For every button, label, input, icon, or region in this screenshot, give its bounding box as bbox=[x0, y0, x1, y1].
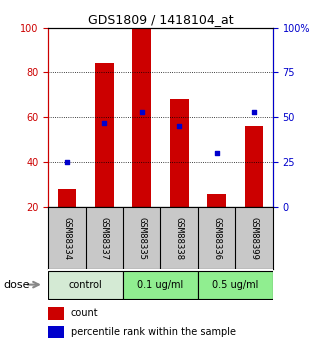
Text: count: count bbox=[71, 308, 98, 318]
Bar bbox=[132, 28, 151, 207]
Bar bbox=[48, 307, 64, 319]
Bar bbox=[48, 326, 64, 338]
Point bbox=[252, 109, 257, 115]
Bar bbox=[48, 270, 123, 298]
Bar bbox=[57, 189, 76, 207]
Text: GSM88335: GSM88335 bbox=[137, 217, 146, 259]
Point bbox=[64, 159, 69, 165]
Point bbox=[214, 150, 219, 156]
Point bbox=[102, 120, 107, 126]
Bar bbox=[123, 270, 198, 298]
Text: GSM88338: GSM88338 bbox=[175, 217, 184, 259]
Text: 0.5 ug/ml: 0.5 ug/ml bbox=[212, 280, 259, 289]
Title: GDS1809 / 1418104_at: GDS1809 / 1418104_at bbox=[88, 13, 233, 27]
Text: GSM88334: GSM88334 bbox=[62, 217, 71, 259]
Point bbox=[177, 124, 182, 129]
Bar bbox=[170, 99, 188, 207]
Bar bbox=[198, 270, 273, 298]
Text: control: control bbox=[69, 280, 102, 289]
Text: GSM88337: GSM88337 bbox=[100, 217, 109, 259]
Bar bbox=[95, 63, 114, 207]
Bar bbox=[245, 126, 264, 207]
Text: 0.1 ug/ml: 0.1 ug/ml bbox=[137, 280, 184, 289]
Text: percentile rank within the sample: percentile rank within the sample bbox=[71, 327, 236, 337]
Text: GSM88399: GSM88399 bbox=[250, 217, 259, 259]
Bar bbox=[207, 194, 226, 207]
Point bbox=[139, 109, 144, 115]
Text: GSM88336: GSM88336 bbox=[212, 217, 221, 259]
Text: dose: dose bbox=[3, 280, 30, 289]
